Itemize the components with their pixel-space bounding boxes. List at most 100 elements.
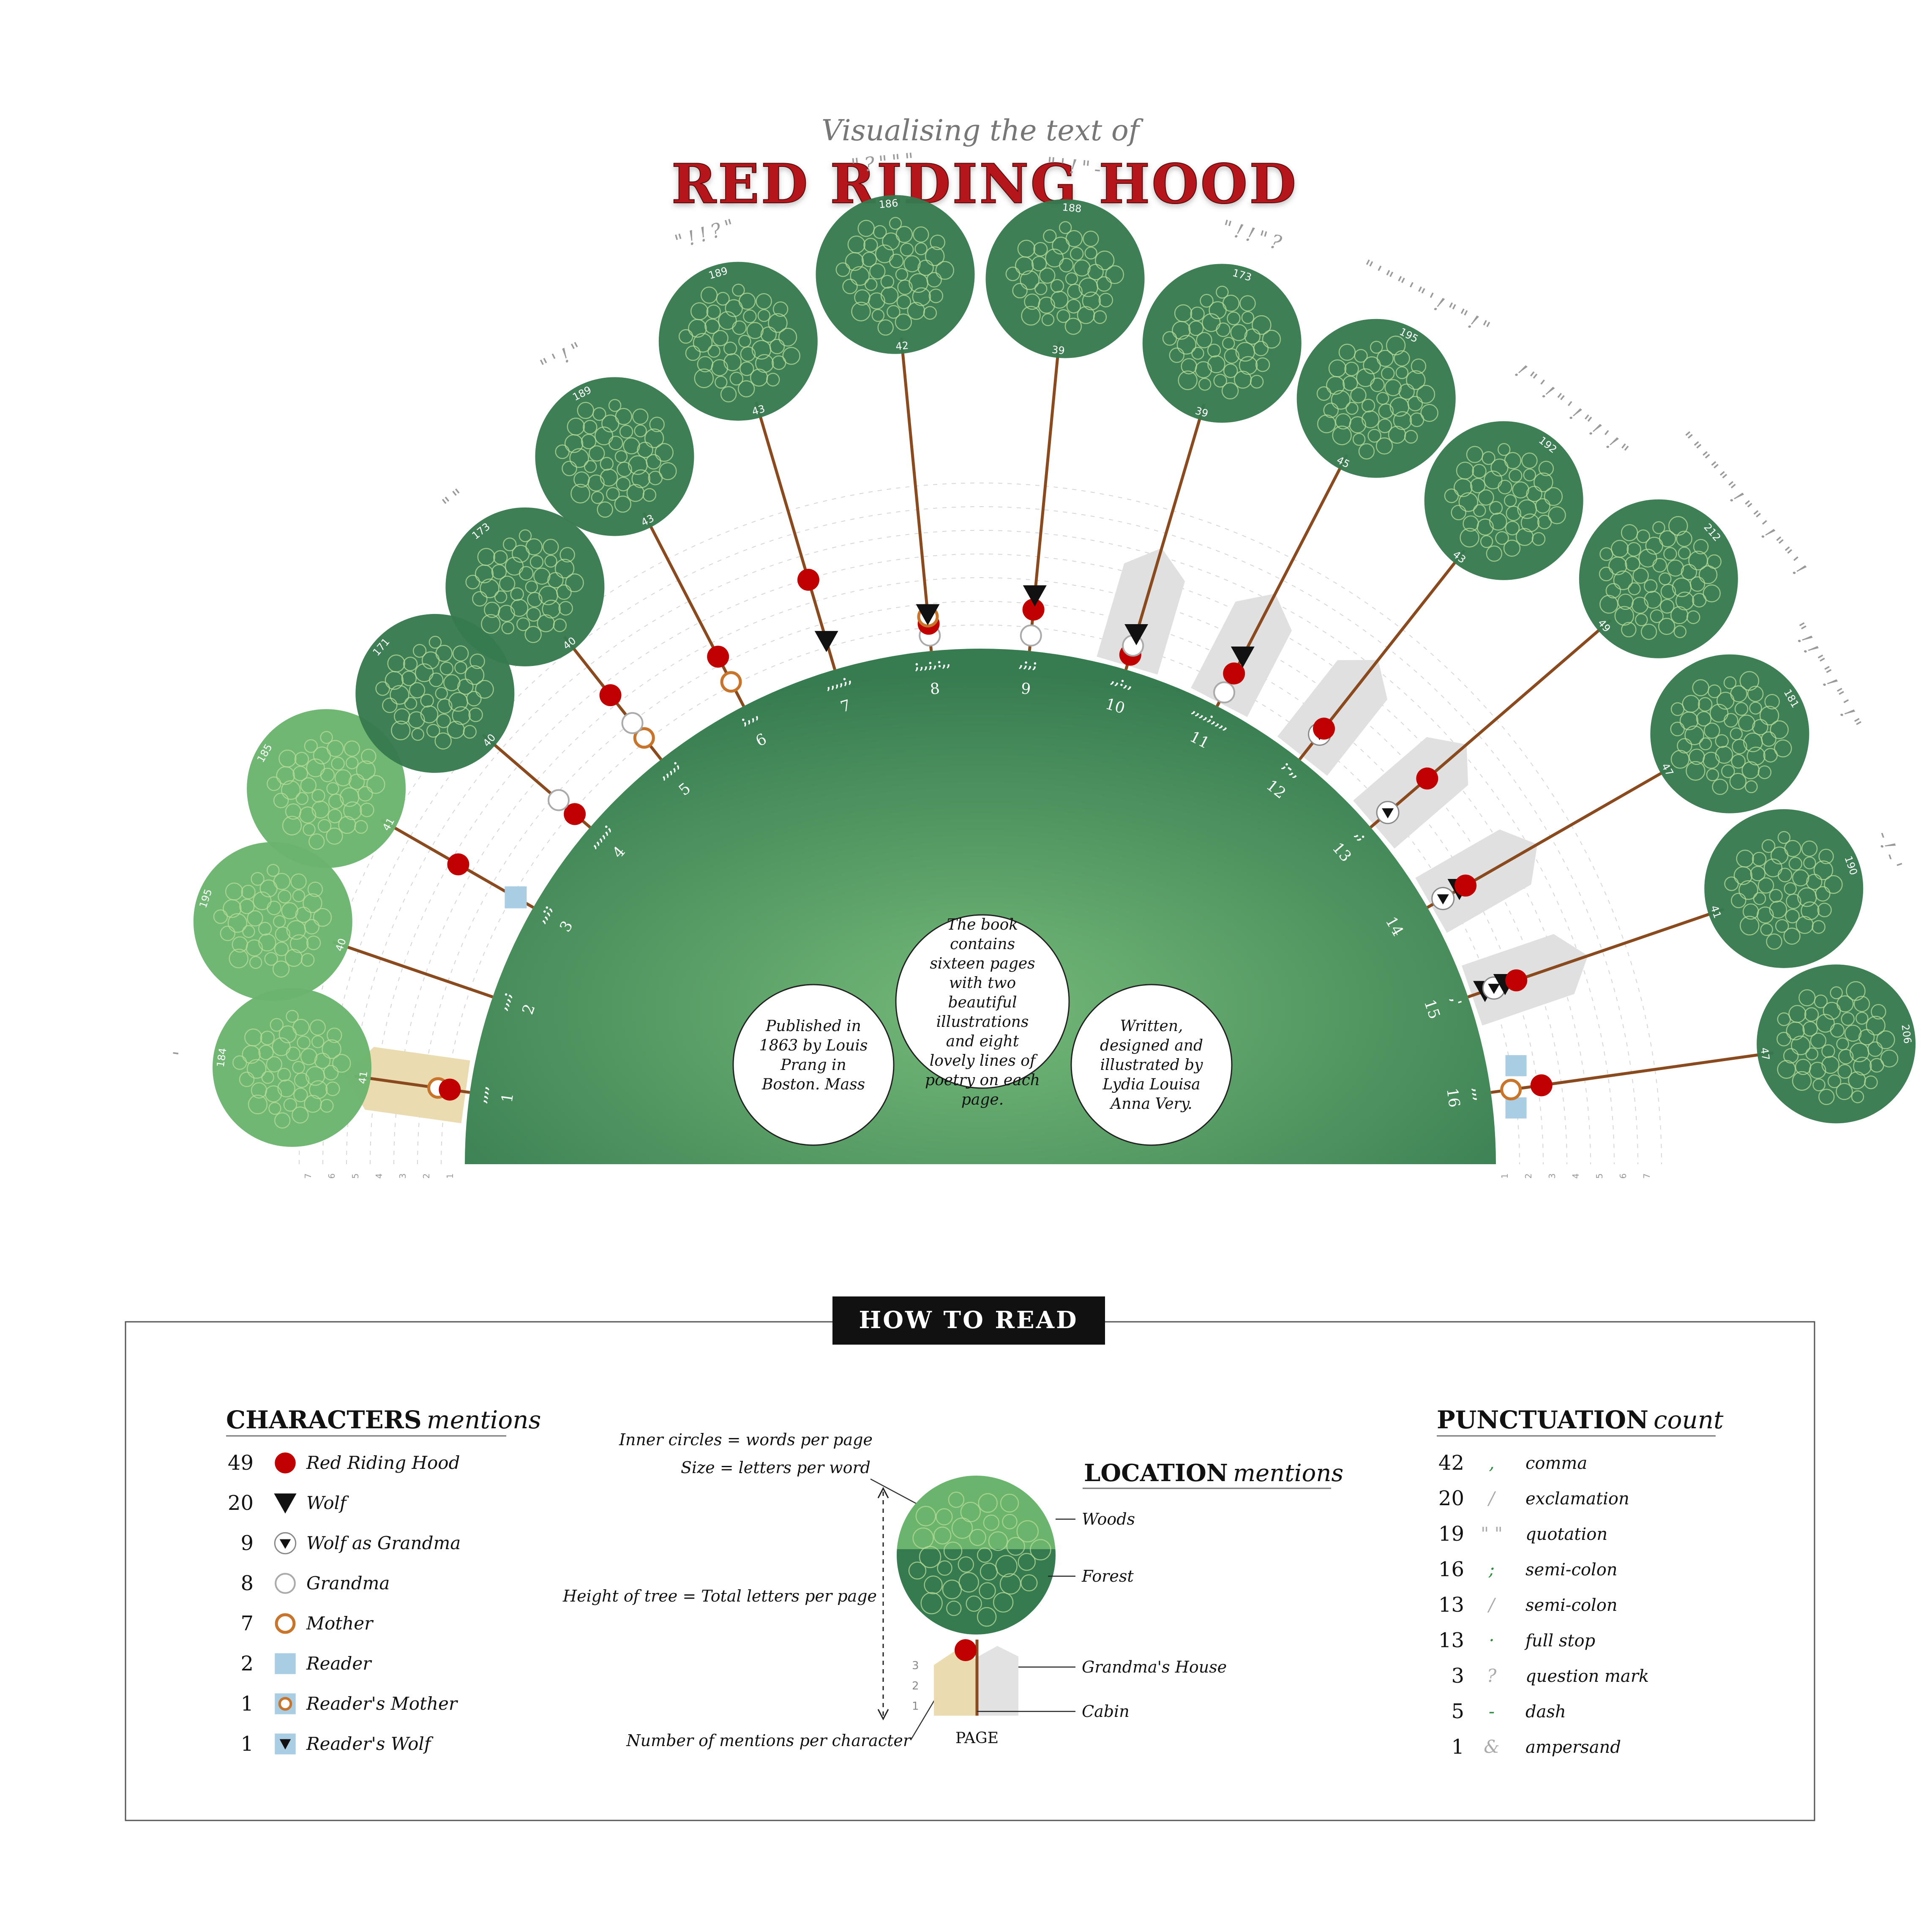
word-circle — [1876, 1030, 1895, 1049]
word-circle — [1398, 383, 1415, 400]
word-circle — [529, 555, 544, 569]
info-circle-center: The book contains sixteen pages with two bea… — [895, 914, 1070, 1108]
word-circle — [608, 399, 622, 412]
word-circle — [304, 919, 320, 935]
punctuation-glyph: ; — [1488, 1559, 1495, 1580]
word-circle — [277, 1079, 295, 1097]
word-circle — [1703, 722, 1720, 739]
word-circle — [690, 302, 709, 320]
word-circle — [1605, 583, 1621, 599]
word-circle — [309, 1080, 328, 1099]
word-circle — [1753, 892, 1766, 905]
word-circle — [1084, 246, 1097, 259]
word-circle — [1806, 873, 1823, 890]
word-circle — [1818, 849, 1834, 864]
word-circle — [251, 872, 265, 886]
word-circle — [854, 289, 870, 306]
word-circle — [327, 740, 344, 757]
word-circle — [704, 318, 720, 334]
word-circle — [306, 758, 325, 778]
wolfgma-mark — [1488, 984, 1500, 994]
word-circle — [464, 665, 485, 685]
word-circle — [1486, 545, 1503, 562]
word-circle — [746, 322, 764, 339]
word-circle — [1227, 311, 1241, 325]
word-circle — [401, 671, 417, 686]
location-cabin: Cabin — [1082, 1702, 1130, 1721]
word-circle — [232, 1055, 247, 1070]
grandma-mark — [275, 1573, 296, 1594]
scale-tick-left: 5 — [350, 1173, 360, 1179]
word-circle — [1625, 556, 1640, 572]
reading-diagram: Inner circles = words per page Size = le… — [562, 1430, 1343, 1750]
word-circle — [264, 952, 278, 966]
word-circle — [1880, 1049, 1899, 1068]
word-circle — [979, 1582, 996, 1599]
word-circle — [863, 237, 878, 253]
word-circle — [948, 1491, 965, 1508]
word-circle — [267, 864, 280, 877]
punctuation-glyph: " " — [1481, 1523, 1503, 1544]
word-circle — [436, 713, 451, 729]
word-circle — [258, 922, 272, 936]
word-circle — [1739, 671, 1760, 691]
word-circle — [1472, 464, 1487, 479]
word-circle — [1650, 609, 1664, 623]
word-circle — [935, 261, 955, 280]
word-circle — [1066, 299, 1081, 314]
location-forest: Forest — [1081, 1567, 1134, 1585]
word-circle — [283, 1098, 297, 1112]
word-circle — [1643, 579, 1658, 593]
diagram-scale-3: 3 — [912, 1659, 919, 1672]
word-circle — [871, 309, 885, 322]
word-circle — [623, 437, 640, 455]
word-circle — [913, 226, 929, 243]
word-circle — [723, 353, 742, 371]
word-circle — [1652, 521, 1665, 535]
word-circle — [248, 1094, 268, 1114]
grandma-mark — [621, 712, 644, 734]
wolf-mark — [814, 631, 838, 652]
word-circle — [241, 884, 256, 900]
word-circle — [606, 487, 620, 501]
word-circle — [311, 1035, 325, 1048]
word-circle — [1012, 283, 1028, 299]
word-circle — [1216, 286, 1229, 299]
word-circle — [1031, 256, 1047, 272]
word-circle — [554, 559, 575, 579]
word-circle — [1617, 593, 1634, 610]
word-circle — [1005, 266, 1021, 281]
word-circle — [1752, 719, 1768, 736]
word-circle — [570, 483, 590, 504]
word-circle — [1221, 382, 1239, 400]
word-circle — [1818, 1089, 1835, 1105]
word-circle — [325, 1081, 340, 1096]
word-circle — [1673, 625, 1687, 639]
wolfgma-mark — [1382, 808, 1394, 819]
word-circle — [1262, 330, 1281, 349]
word-circle — [1738, 880, 1758, 900]
word-circle — [917, 259, 934, 276]
punctuation-count: 19 — [1438, 1522, 1464, 1546]
word-circle — [1670, 702, 1685, 716]
word-circle — [1253, 341, 1269, 357]
red-mark — [599, 684, 622, 707]
word-circle — [632, 408, 649, 425]
word-circle — [925, 246, 945, 266]
word-circle — [390, 685, 409, 705]
word-circle — [246, 1059, 267, 1079]
word-circle — [732, 284, 745, 297]
word-circle — [1328, 359, 1347, 378]
word-circle — [1658, 618, 1675, 635]
scale-tick-right: 1 — [1500, 1173, 1510, 1179]
word-circle — [646, 454, 661, 470]
word-circle — [1775, 919, 1789, 933]
word-circle — [1855, 1012, 1869, 1025]
word-circle — [1386, 336, 1406, 355]
word-circle — [1689, 576, 1706, 592]
inner-punctuation: ,,,, — [474, 1084, 491, 1104]
word-circle — [1644, 591, 1662, 609]
word-circle — [995, 1555, 1018, 1577]
inner-punctuation: ;,,;,:,, — [914, 655, 951, 673]
